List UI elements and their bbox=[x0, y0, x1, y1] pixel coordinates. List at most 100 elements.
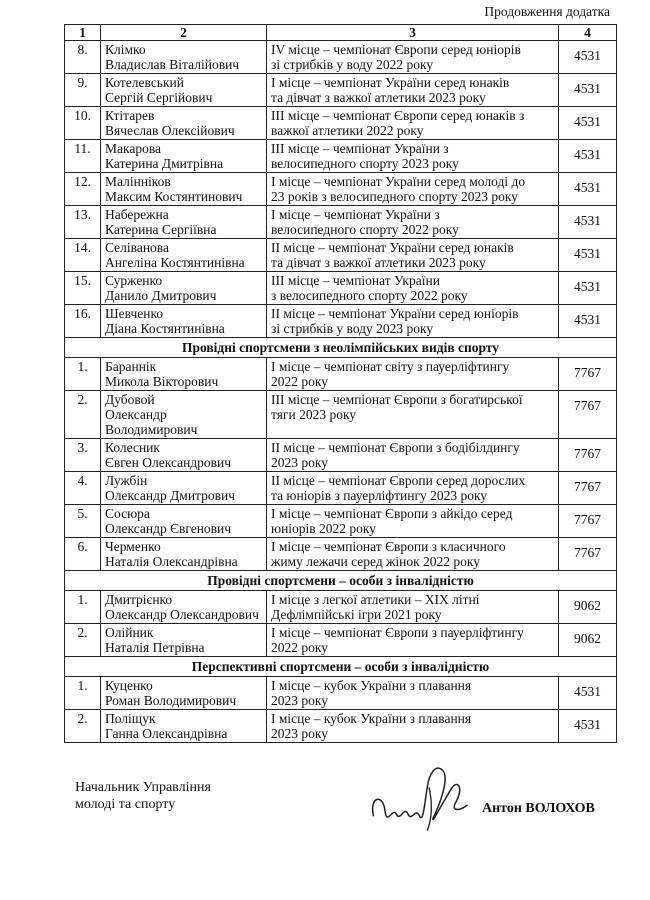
table-row: 1. Бараннік Микола Вікторович І місце – чем… bbox=[64, 357, 617, 391]
table-row: 8. Клімко Владислав Віталійович IV місце – … bbox=[64, 40, 617, 74]
table-row: 12. Малінніков Максим Костянтинович І місце… bbox=[64, 172, 617, 206]
achievement: ІІ місце – чемпіонат Європи з бодібілдин… bbox=[266, 438, 559, 472]
amount: 4531 bbox=[558, 709, 617, 743]
achievement-line: 2023 року bbox=[271, 693, 328, 708]
athlete-name: Ктітарев Вячеслав Олексійович bbox=[100, 106, 267, 140]
name-line: Поліщук bbox=[105, 711, 156, 726]
achievement: І місце – чемпіонат України з велосипедно… bbox=[266, 205, 559, 239]
section-header-row: Перспективні спортсмени – особи з інвалі… bbox=[64, 656, 617, 677]
amount: 4531 bbox=[558, 172, 617, 206]
achievement-line: велосипедного спорту 2023 року bbox=[271, 156, 459, 171]
achievement: ІІІ місце – чемпіонат Європи серед юнакі… bbox=[266, 106, 559, 140]
amount: 4531 bbox=[558, 205, 617, 239]
name-line: Олександр Дмитрович bbox=[105, 488, 235, 503]
table-row: 1. Куценко Роман Володимирович І місце – ку… bbox=[64, 676, 617, 710]
achievement: І місце – кубок України з плавання 2023 р… bbox=[266, 709, 559, 743]
achievement-line: І місце – чемпіонат України серед молоді… bbox=[271, 174, 526, 189]
athlete-name: Селіванова Ангеліна Костянтинівна bbox=[100, 238, 267, 272]
athlete-name: Куценко Роман Володимирович bbox=[100, 676, 267, 710]
table-row: 2. Поліщук Ганна Олександрівна І місце – ку… bbox=[64, 709, 617, 743]
athlete-name: Макарова Катерина Дмитрівна bbox=[100, 139, 267, 173]
name-line: Клімко bbox=[105, 42, 146, 57]
athlete-name: Дубовой Олександр Володимирович bbox=[100, 390, 267, 439]
achievement-line: 2023 року bbox=[271, 726, 328, 741]
name-line: Макарова bbox=[105, 141, 162, 156]
achievement: ІІІ місце – чемпіонат Європи з богатирсь… bbox=[266, 390, 559, 439]
table-row: 13. Набережна Катерина Сергіївна І місце – … bbox=[64, 205, 617, 239]
athlete-name: Черменко Наталія Олександрівна bbox=[100, 537, 267, 571]
athlete-name: Бараннік Микола Вікторович bbox=[100, 357, 267, 391]
name-line: Володимирович bbox=[105, 422, 198, 437]
table-row: 2. Олійник Наталія Петрівна І місце – чемпі… bbox=[64, 623, 617, 657]
achievement-line: І місце – чемпіонат Європи з айкідо сере… bbox=[271, 506, 513, 521]
name-line: Дубовой bbox=[105, 392, 155, 407]
achievement: І місце з легкої атлетики – XIX літні Деф… bbox=[266, 590, 559, 624]
name-line: Олександр bbox=[105, 407, 167, 422]
table-row: 4. Лужбін Олександр Дмитрович ІІ місце – че… bbox=[64, 471, 617, 505]
row-number: 11. bbox=[64, 139, 101, 173]
name-line: Діана Костянтинівна bbox=[105, 321, 225, 336]
signature bbox=[371, 767, 469, 831]
athlete-name: Дмитрієнко Олександр Олександрович bbox=[100, 590, 267, 624]
table-row: 14. Селіванова Ангеліна Костянтинівна ІІ мі… bbox=[64, 238, 617, 272]
name-line: Набережна bbox=[105, 207, 169, 222]
table-row: 1. Дмитрієнко Олександр Олександрович І міс… bbox=[64, 590, 617, 624]
achievement-line: та юніорів з пауерліфтингу 2023 року bbox=[271, 488, 488, 503]
column-header: 4 bbox=[558, 24, 617, 41]
achievement-line: ІІ місце – чемпіонат України серед юніор… bbox=[271, 306, 519, 321]
row-number: 3. bbox=[64, 438, 101, 472]
amount: 4531 bbox=[558, 238, 617, 272]
table-row: 6. Черменко Наталія Олександрівна І місце –… bbox=[64, 537, 617, 571]
achievement: І місце – чемпіонат Європи з пауерліфтин… bbox=[266, 623, 559, 657]
row-number: 14. bbox=[64, 238, 101, 272]
achievement-line: І місце – чемпіонат Європи з пауерліфтин… bbox=[271, 625, 524, 640]
name-line: Малінніков bbox=[105, 174, 171, 189]
row-number: 1. bbox=[64, 676, 101, 710]
achievement-line: 23 років з велосипедного спорту 2023 рок… bbox=[271, 189, 519, 204]
achievement-line: важкої атлетики 2022 року bbox=[271, 123, 424, 138]
athlete-name: Клімко Владислав Віталійович bbox=[100, 40, 267, 74]
amount: 7767 bbox=[558, 390, 617, 439]
name-line: Шевченко bbox=[105, 306, 164, 321]
row-number: 10. bbox=[64, 106, 101, 140]
athlete-name: Поліщук Ганна Олександрівна bbox=[100, 709, 267, 743]
name-line: Олександр Олександрович bbox=[105, 607, 259, 622]
achievement-line: Дефлімпійські ігри 2021 року bbox=[271, 607, 442, 622]
achievement-line: велосипедного спорту 2022 року bbox=[271, 222, 459, 237]
table-row: 15. Сурженко Данило Дмитрович ІІІ місце – ч… bbox=[64, 271, 617, 305]
column-header: 3 bbox=[266, 24, 559, 41]
athlete-name: Сосюра Олександр Євгенович bbox=[100, 504, 267, 538]
table-header-row: 1 2 3 4 bbox=[64, 24, 617, 41]
row-number: 2. bbox=[64, 623, 101, 657]
table-row: 16. Шевченко Діана Костянтинівна ІІ місце –… bbox=[64, 304, 617, 338]
section-header-row: Провідні спортсмени – особи з інвалідніс… bbox=[64, 570, 617, 591]
name-line: Ангеліна Костянтинівна bbox=[105, 255, 245, 270]
name-line: Олександр Євгенович bbox=[105, 521, 232, 536]
name-line: Куценко bbox=[105, 678, 153, 693]
achievement-line: жиму лежачи серед жінок 2022 року bbox=[271, 554, 481, 569]
amount: 4531 bbox=[558, 40, 617, 74]
section-title: Провідні спортсмени з неолімпійських вид… bbox=[64, 337, 617, 358]
table-row: 3. Колесник Євген Олександрович ІІ місце – … bbox=[64, 438, 617, 472]
achievement: IV місце – чемпіонат Європи серед юніорі… bbox=[266, 40, 559, 74]
name-line: Роман Володимирович bbox=[105, 693, 237, 708]
achievement-line: зі стрибків у воду 2023 року bbox=[271, 321, 434, 336]
continuation-label: Продовження додатка bbox=[484, 4, 610, 19]
achievement-line: IV місце – чемпіонат Європи серед юніорі… bbox=[271, 42, 521, 57]
achievement-line: І місце – кубок України з плавання bbox=[271, 711, 472, 726]
table-row: 2. Дубовой Олександр Володимирович ІІІ місце… bbox=[64, 390, 617, 439]
achievement: ІІІ місце – чемпіонат України з велосипед… bbox=[266, 271, 559, 305]
amount: 9062 bbox=[558, 590, 617, 624]
amount: 4531 bbox=[558, 304, 617, 338]
row-number: 12. bbox=[64, 172, 101, 206]
name-line: Наталія Олександрівна bbox=[105, 554, 238, 569]
row-number: 5. bbox=[64, 504, 101, 538]
achievement-line: ІІІ місце – чемпіонат Європи серед юнакі… bbox=[271, 108, 525, 123]
document-body: 1 2 3 4 8. Клімко Владислав Віталійович IV … bbox=[64, 24, 617, 847]
row-number: 9. bbox=[64, 73, 101, 107]
name-line: Сосюра bbox=[105, 506, 150, 521]
achievement-line: І місце – чемпіонат України серед юнаків bbox=[271, 75, 510, 90]
amount: 4531 bbox=[558, 139, 617, 173]
amount: 7767 bbox=[558, 357, 617, 391]
achievement-line: І місце з легкої атлетики – XIX літні bbox=[271, 592, 480, 607]
